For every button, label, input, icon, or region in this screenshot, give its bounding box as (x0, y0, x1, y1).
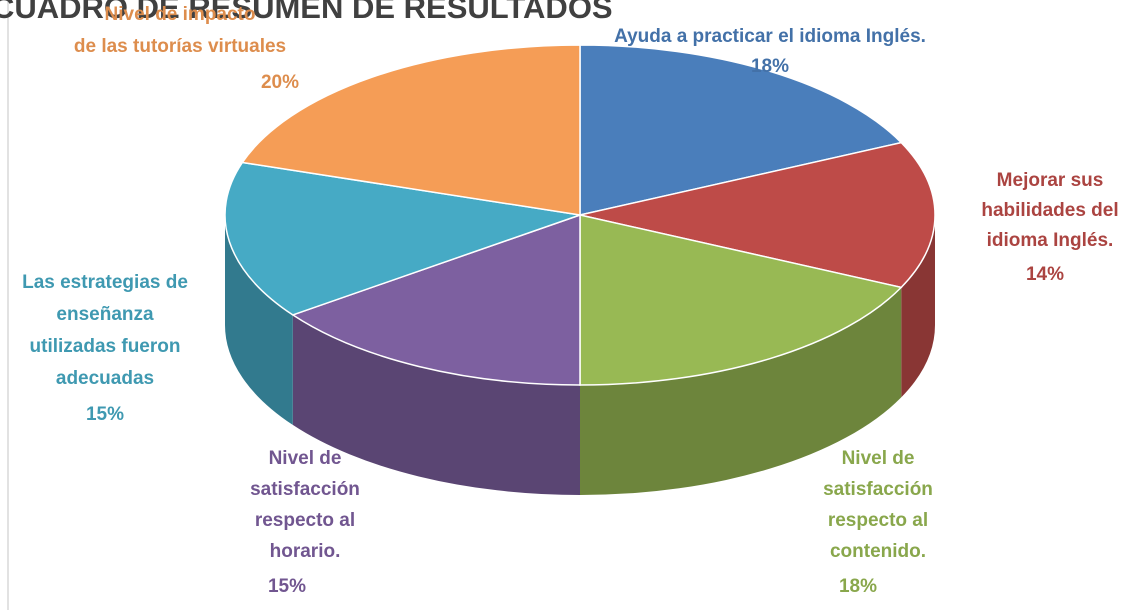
pie-slice (241, 44, 581, 216)
chart-title: CUADRO DE RESUMEN DE RESULTADOS (0, 0, 613, 25)
data-label: Nivel de impacto de las tutorías virtuale… (74, 4, 286, 57)
pie-slice (579, 44, 903, 216)
pie-side (580, 287, 902, 495)
data-label: Nivel de satisfacción respecto al horario. (250, 448, 360, 562)
value-label: 18% (839, 576, 877, 597)
data-label: Las estrategias de enseñanza utilizadas fu… (22, 272, 188, 389)
value-label: 20% (261, 72, 299, 93)
value-label: 15% (268, 576, 306, 597)
pie-side (901, 215, 935, 398)
data-label: Ayuda a practicar el idioma Inglés. (614, 26, 926, 47)
value-label: 14% (1026, 264, 1064, 285)
pie-slice (579, 141, 936, 289)
pie-slice (291, 213, 581, 386)
value-label: 18% (751, 56, 789, 77)
data-label: Mejorar sus habilidades del idioma Inglés. (981, 170, 1118, 251)
data-label: Nivel de satisfacción respecto al contenido… (823, 448, 933, 562)
value-label: 15% (86, 404, 124, 425)
pie-slice (224, 161, 581, 316)
pie-side (292, 314, 580, 495)
pie-slice (579, 214, 903, 386)
